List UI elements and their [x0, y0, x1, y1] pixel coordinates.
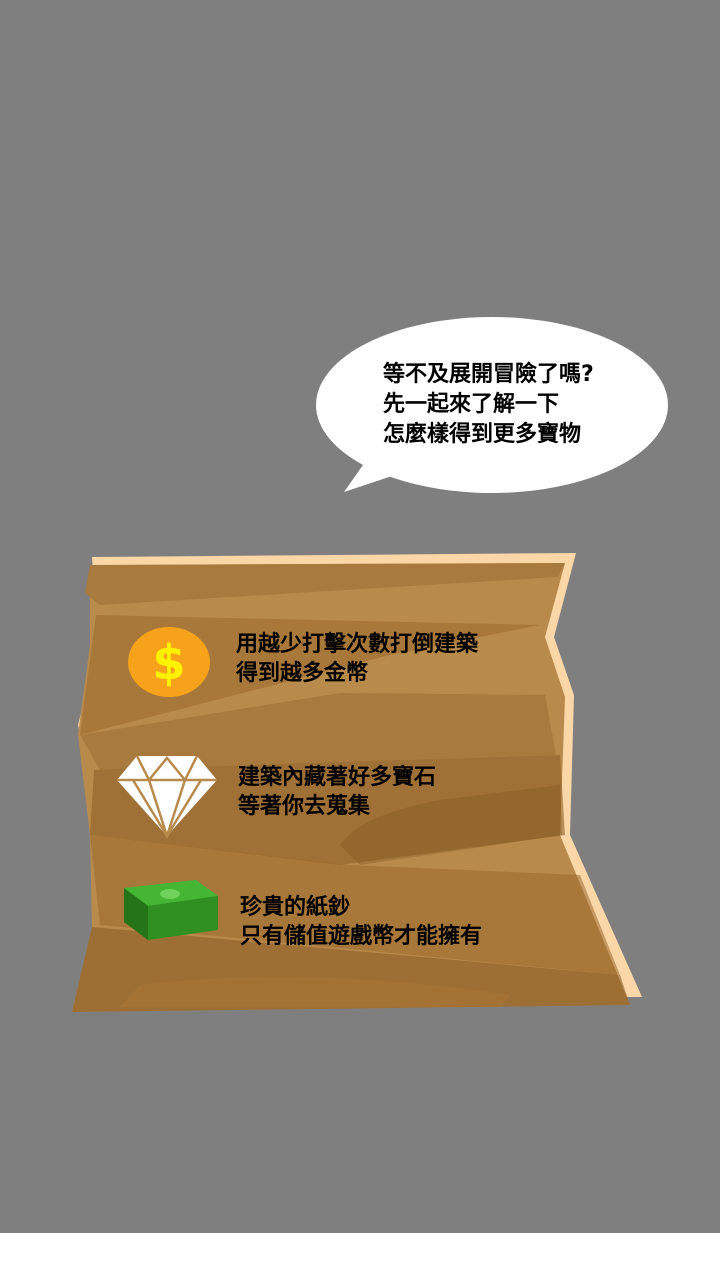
- tip-gems: 建築內藏著好多寶石 等著你去蒐集: [238, 763, 436, 821]
- coin-icon: $: [128, 627, 210, 697]
- svg-text:$: $: [152, 635, 185, 691]
- tip-gems-line-2: 等著你去蒐集: [238, 794, 371, 819]
- tip-coins: 用越少打擊次數打倒建築 得到越多金幣: [236, 630, 478, 688]
- bottom-bar: [0, 1233, 720, 1280]
- tip-coins-line-2: 得到越多金幣: [236, 661, 369, 686]
- speech-bubble: [316, 317, 668, 493]
- cash-stack-icon: [124, 880, 218, 940]
- tip-gems-line-1: 建築內藏著好多寶石: [238, 765, 437, 790]
- game-screen: 等不及展開冒險了嗎? 先一起來了解一下 怎麼樣得到更多寶物 $: [0, 0, 720, 1233]
- bubble-line-2: 先一起來了解一下: [383, 392, 560, 417]
- tip-cash-line-1: 珍貴的紙鈔: [240, 895, 351, 920]
- tip-cash-line-2: 只有儲值遊戲幣才能擁有: [240, 924, 483, 949]
- diamond-icon: [117, 755, 217, 838]
- bubble-line-3: 怎麼樣得到更多寶物: [383, 422, 582, 447]
- tip-coins-line-1: 用越少打擊次數打倒建築: [236, 632, 479, 657]
- speech-bubble-text: 等不及展開冒險了嗎? 先一起來了解一下 怎麼樣得到更多寶物: [383, 360, 653, 450]
- tip-cash: 珍貴的紙鈔 只有儲值遊戲幣才能擁有: [240, 893, 482, 951]
- bubble-line-1: 等不及展開冒險了嗎?: [383, 362, 594, 387]
